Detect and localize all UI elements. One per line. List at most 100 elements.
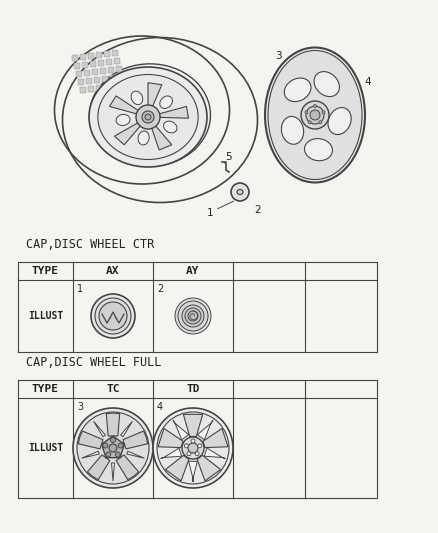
Ellipse shape — [160, 96, 173, 109]
Bar — [78, 79, 84, 85]
Polygon shape — [184, 414, 203, 437]
Text: AY: AY — [186, 266, 200, 276]
Ellipse shape — [268, 51, 362, 180]
Polygon shape — [161, 448, 182, 458]
Polygon shape — [114, 123, 141, 145]
Ellipse shape — [89, 64, 210, 166]
Polygon shape — [127, 451, 145, 458]
Polygon shape — [173, 421, 189, 440]
Text: TD: TD — [186, 384, 200, 394]
Text: 4: 4 — [365, 77, 371, 87]
Polygon shape — [112, 463, 114, 481]
Circle shape — [91, 294, 135, 338]
Circle shape — [306, 106, 324, 124]
Circle shape — [188, 311, 198, 321]
Circle shape — [178, 301, 208, 331]
Circle shape — [310, 110, 320, 120]
Ellipse shape — [237, 190, 243, 195]
Polygon shape — [78, 431, 103, 449]
Circle shape — [305, 111, 308, 114]
Circle shape — [184, 444, 188, 448]
Text: 1: 1 — [77, 284, 83, 294]
Circle shape — [109, 444, 117, 452]
Polygon shape — [151, 125, 172, 150]
Bar — [80, 87, 86, 93]
Ellipse shape — [138, 131, 149, 145]
Circle shape — [106, 452, 111, 457]
Circle shape — [73, 408, 153, 488]
Text: ILLUST: ILLUST — [28, 311, 63, 321]
Circle shape — [188, 443, 198, 453]
Circle shape — [142, 111, 154, 123]
Circle shape — [110, 438, 116, 442]
Ellipse shape — [281, 116, 304, 144]
Circle shape — [314, 104, 317, 108]
Bar — [86, 78, 92, 84]
Circle shape — [103, 443, 108, 448]
Polygon shape — [166, 455, 189, 481]
Text: 3: 3 — [77, 402, 83, 412]
Bar — [106, 59, 112, 65]
Bar — [72, 55, 78, 61]
Bar — [88, 86, 94, 92]
Bar — [90, 61, 96, 67]
Text: 4: 4 — [157, 402, 163, 412]
Text: 1: 1 — [207, 208, 213, 218]
Bar — [92, 69, 98, 75]
Polygon shape — [204, 448, 225, 458]
Circle shape — [95, 298, 131, 334]
Circle shape — [77, 412, 149, 484]
Circle shape — [301, 101, 329, 129]
Circle shape — [118, 443, 123, 448]
Ellipse shape — [63, 37, 258, 203]
Text: 2: 2 — [254, 205, 261, 215]
Circle shape — [115, 452, 120, 457]
Polygon shape — [102, 436, 124, 458]
Bar — [84, 70, 90, 76]
Circle shape — [231, 183, 249, 201]
Circle shape — [175, 298, 211, 334]
Polygon shape — [189, 462, 198, 482]
Ellipse shape — [131, 91, 143, 104]
Polygon shape — [197, 455, 221, 481]
Circle shape — [157, 412, 229, 484]
Ellipse shape — [98, 75, 198, 159]
Text: TYPE: TYPE — [32, 384, 59, 394]
Bar — [108, 67, 114, 73]
Text: ILLUST: ILLUST — [28, 443, 63, 453]
Circle shape — [319, 121, 322, 124]
Circle shape — [198, 444, 201, 448]
Ellipse shape — [116, 115, 130, 125]
Text: CAP,DISC WHEEL CTR: CAP,DISC WHEEL CTR — [26, 238, 154, 251]
Bar — [96, 52, 102, 58]
Circle shape — [145, 114, 151, 120]
Ellipse shape — [89, 67, 207, 167]
Circle shape — [99, 302, 127, 330]
Bar — [96, 85, 102, 91]
Circle shape — [191, 439, 195, 443]
Bar — [104, 84, 110, 90]
Bar — [98, 60, 104, 66]
Bar — [74, 63, 80, 69]
Ellipse shape — [328, 108, 351, 135]
Bar — [116, 66, 122, 72]
Ellipse shape — [163, 121, 177, 133]
Polygon shape — [106, 413, 120, 436]
Circle shape — [185, 308, 201, 324]
Polygon shape — [203, 429, 228, 448]
Circle shape — [195, 451, 199, 456]
Bar — [82, 62, 88, 68]
Polygon shape — [110, 96, 138, 114]
Circle shape — [322, 111, 325, 114]
Text: TC: TC — [106, 384, 120, 394]
Bar — [102, 76, 108, 82]
Text: TYPE: TYPE — [32, 266, 59, 276]
Polygon shape — [94, 421, 106, 437]
Ellipse shape — [304, 139, 332, 161]
Ellipse shape — [284, 78, 311, 102]
Polygon shape — [148, 83, 162, 108]
Ellipse shape — [265, 47, 365, 182]
Polygon shape — [88, 455, 110, 480]
Polygon shape — [116, 455, 138, 480]
Bar — [88, 53, 94, 59]
